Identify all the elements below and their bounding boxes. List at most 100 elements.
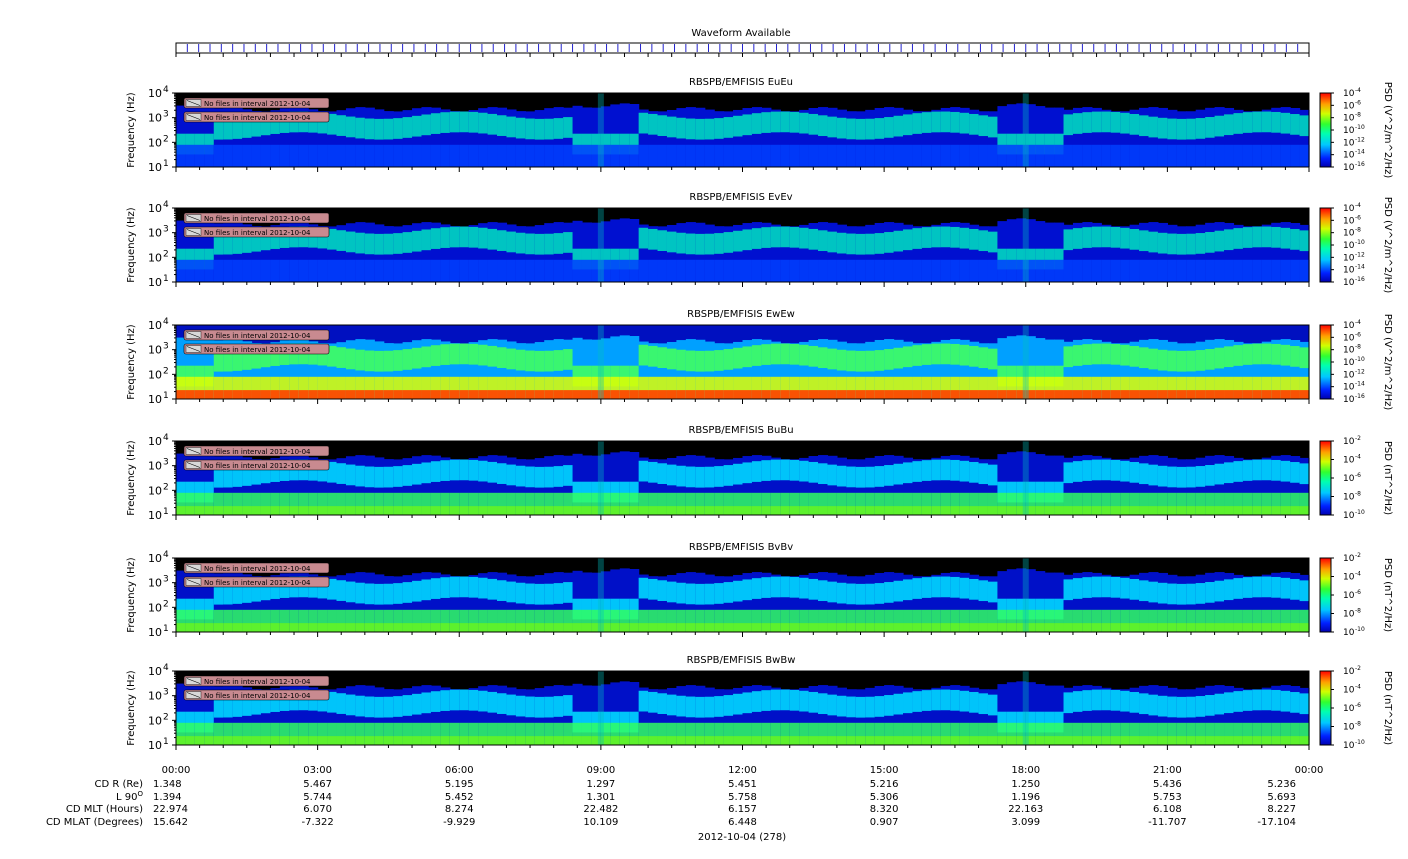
perigee-streak	[597, 441, 604, 515]
colorbar-tick-exponent: -4	[1355, 202, 1361, 209]
ephemeris-value: 22.163	[1008, 804, 1043, 815]
spectrogram-panel: RBSPB/EMFISIS EvEv Frequency (Hz) No files…	[126, 192, 1393, 293]
y-tick-label: 10	[148, 161, 162, 174]
colorbar: 10-210-410-610-810-10 PSD (nT^2/Hz)	[1319, 435, 1393, 521]
y-tick-label: 10	[148, 552, 162, 565]
no-files-badge: No files in interval 2012-10-04	[183, 97, 330, 109]
no-files-text: No files in interval 2012-10-04	[204, 692, 311, 700]
ephemeris-value: 3.099	[1011, 817, 1040, 828]
y-tick-label: 10	[148, 714, 162, 727]
y-tick-exponent: 4	[163, 550, 169, 560]
y-tick-exponent: 2	[163, 712, 169, 722]
ephemeris-value: -9.929	[443, 817, 475, 828]
panel-title: RBSPB/EMFISIS BwBw	[687, 655, 796, 666]
y-tick-exponent: 1	[163, 159, 169, 169]
colorbar-tick-label: 10	[1343, 667, 1355, 677]
colorbar-tick-exponent: -8	[1355, 112, 1361, 119]
spectrogram-image	[176, 93, 1310, 167]
no-files-badge: No files in interval 2012-10-04	[183, 226, 330, 238]
y-tick-exponent: 3	[163, 225, 169, 235]
colorbar-tick-exponent: -10	[1355, 509, 1365, 516]
colorbar-label: PSD (V^2/m^2/Hz)	[1382, 197, 1393, 294]
ephemeris-value: 1.301	[587, 792, 616, 803]
x-tick-label: 15:00	[870, 765, 899, 776]
date-label: 2012-10-04 (278)	[698, 832, 786, 843]
waveform-title: Waveform Available	[691, 28, 790, 39]
y-tick-label: 10	[148, 251, 162, 264]
colorbar-tick-exponent: -10	[1355, 739, 1365, 746]
ephemeris-value: 6.108	[1153, 804, 1182, 815]
ephemeris-value: 8.227	[1267, 804, 1296, 815]
y-tick-exponent: 2	[163, 249, 169, 259]
colorbar-tick-exponent: -12	[1355, 368, 1365, 375]
spectrogram-panel: RBSPB/EMFISIS EuEu Frequency (Hz) No files…	[126, 77, 1393, 178]
colorbar-tick-exponent: -2	[1355, 435, 1361, 442]
spectrogram-image	[176, 441, 1310, 515]
y-tick-label: 10	[148, 626, 162, 639]
no-files-badge: No files in interval 2012-10-04	[183, 675, 330, 687]
ephemeris-value: -11.707	[1148, 817, 1187, 828]
colorbar-tick-label: 10	[1343, 114, 1355, 124]
y-tick-exponent: 4	[163, 85, 169, 95]
perigee-streak	[597, 93, 604, 167]
panel-title: RBSPB/EMFISIS EwEw	[687, 309, 795, 320]
ephemeris-value: 1.394	[153, 792, 182, 803]
colorbar-tick-label: 10	[1343, 554, 1355, 564]
y-tick-exponent: 2	[163, 482, 169, 492]
y-axis-label: Frequency (Hz)	[126, 324, 137, 400]
perigee-streak	[1022, 671, 1029, 745]
y-tick-label: 10	[148, 344, 162, 357]
ephemeris-value: 15.642	[153, 817, 188, 828]
y-tick-exponent: 3	[163, 575, 169, 585]
colorbar-tick-exponent: -8	[1355, 608, 1361, 615]
y-tick-label: 10	[148, 393, 162, 406]
colorbar-tick-label: 10	[1343, 383, 1355, 393]
colorbar-label: PSD (V^2/m^2/Hz)	[1382, 82, 1393, 179]
ephemeris-value: 8.274	[445, 804, 474, 815]
colorbar-tick-label: 10	[1343, 437, 1355, 447]
y-tick-exponent: 3	[163, 688, 169, 698]
spectrogram-panel: RBSPB/EMFISIS EwEw Frequency (Hz) No files…	[126, 309, 1393, 410]
y-tick-label: 10	[148, 509, 162, 522]
y-axis-label: Frequency (Hz)	[126, 92, 137, 168]
y-tick-exponent: 2	[163, 366, 169, 376]
colorbar-tick-exponent: -14	[1355, 264, 1365, 271]
colorbar-tick-label: 10	[1343, 266, 1355, 276]
colorbar-tick-label: 10	[1343, 370, 1355, 380]
colorbar-tick-label: 10	[1343, 151, 1355, 161]
ephemeris-value: 6.157	[728, 804, 757, 815]
spectrogram-image	[176, 325, 1310, 399]
no-files-text: No files in interval 2012-10-04	[204, 346, 311, 354]
waveform-frame	[175, 42, 1310, 54]
colorbar-tick-label: 10	[1343, 474, 1355, 484]
y-tick-label: 10	[148, 601, 162, 614]
colorbar-tick-exponent: -6	[1355, 589, 1361, 596]
colorbar-tick-exponent: -8	[1355, 344, 1361, 351]
ephemeris-value: 1.348	[153, 779, 182, 790]
y-tick-exponent: 1	[163, 507, 169, 517]
colorbar: 10-210-410-610-810-10 PSD (nT^2/Hz)	[1319, 665, 1393, 751]
ephemeris-value: 5.753	[1153, 792, 1182, 803]
y-tick-label: 10	[148, 690, 162, 703]
colorbar-tick-exponent: -10	[1355, 124, 1365, 131]
panel-title: RBSPB/EMFISIS BuBu	[688, 425, 793, 436]
x-tick-label: 09:00	[586, 765, 615, 776]
y-tick-exponent: 3	[163, 342, 169, 352]
no-files-badge: No files in interval 2012-10-04	[183, 445, 330, 457]
no-files-text: No files in interval 2012-10-04	[204, 229, 311, 237]
ephemeris-value: 1.250	[1011, 779, 1040, 790]
perigee-streak	[597, 325, 604, 399]
x-tick-label: 18:00	[1011, 765, 1040, 776]
ephemeris-value: 10.109	[583, 817, 618, 828]
colorbar-tick-label: 10	[1343, 358, 1355, 368]
colorbar-tick-label: 10	[1343, 89, 1355, 99]
colorbar-tick-label: 10	[1343, 493, 1355, 503]
colorbar-tick-label: 10	[1343, 321, 1355, 331]
spectrogram-image	[176, 558, 1310, 632]
time-axis: 00:00 03:00 06:00 09:00 12:00 15:00 18:00 21:00…	[162, 765, 1324, 776]
y-tick-label: 10	[148, 484, 162, 497]
colorbar-tick-label: 10	[1343, 138, 1355, 148]
